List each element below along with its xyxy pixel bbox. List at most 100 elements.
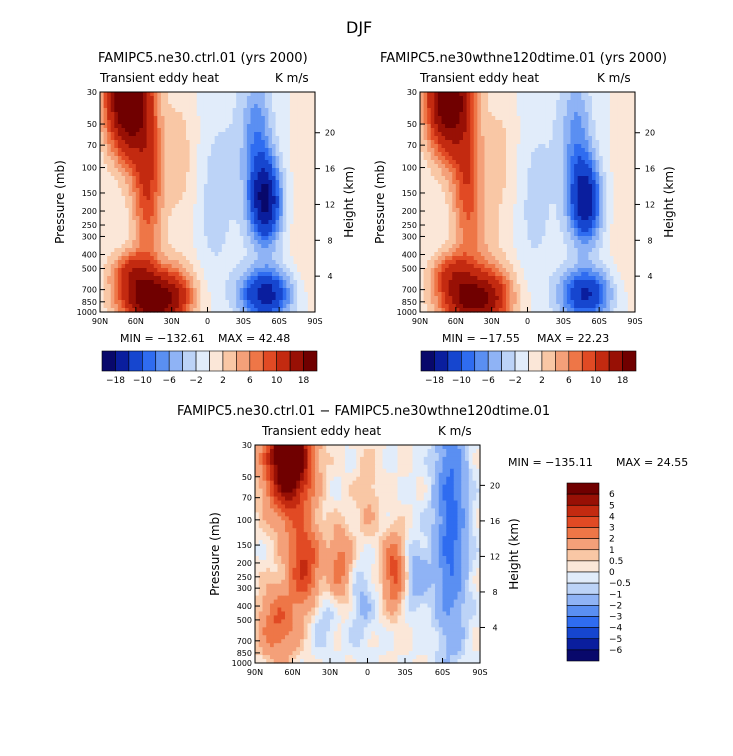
panel1-contour-cell bbox=[211, 92, 216, 97]
panel2-contour-cell bbox=[577, 192, 582, 197]
panel2-contour-cell bbox=[541, 152, 547, 157]
panel1-contour-cell bbox=[175, 156, 180, 161]
panel2-contour-cell bbox=[430, 152, 435, 157]
panel2-contour-cell bbox=[484, 168, 489, 173]
panel2-contour-cell bbox=[452, 116, 457, 121]
panel2-contour-cell bbox=[570, 112, 575, 117]
panel1-contour-cell bbox=[282, 148, 287, 153]
panel1-contour-cell bbox=[279, 100, 284, 105]
panel1-contour-cell bbox=[186, 276, 191, 281]
panel1-contour-cell bbox=[121, 264, 126, 269]
panel1-contour-cell bbox=[239, 276, 244, 281]
panel1-contour-cell bbox=[168, 128, 173, 133]
panel1-contour-cell bbox=[168, 212, 173, 217]
panel1-contour-cell bbox=[268, 308, 273, 313]
panel2-contour-cell bbox=[602, 124, 607, 129]
panel1-contour-cell bbox=[207, 288, 212, 293]
panel1-contour-cell bbox=[311, 108, 316, 113]
panel2-contour-cell bbox=[445, 156, 450, 161]
panel2-contour-cell bbox=[434, 164, 439, 169]
panel1-contour-cell bbox=[211, 232, 216, 237]
panel2-contour-cell bbox=[606, 124, 611, 129]
panel1-contour-cell bbox=[103, 92, 108, 97]
panel1-contour-cell bbox=[239, 304, 244, 309]
panel2-contour-cell bbox=[545, 100, 550, 105]
panel2-contour-cell bbox=[595, 184, 600, 189]
panel1-contour-cell bbox=[193, 256, 198, 261]
panel1-contour-cell bbox=[304, 272, 309, 277]
panel1-contour-cell bbox=[103, 108, 108, 113]
panel2-contour-cell bbox=[434, 148, 439, 153]
panel1-contour-cell bbox=[200, 232, 205, 237]
panel2-contour-cell bbox=[423, 176, 428, 181]
panel2-contour-cell bbox=[484, 152, 489, 157]
panel2-contour-cell bbox=[434, 196, 439, 201]
panel1-contour-cell bbox=[254, 192, 259, 197]
panel1-contour-cell bbox=[239, 220, 244, 225]
panel2-contour-cell bbox=[488, 188, 493, 193]
panel1-contour-cell bbox=[236, 92, 241, 97]
panel2-contour-cell bbox=[463, 108, 468, 113]
panel1-contour-cell bbox=[221, 128, 227, 133]
panel1-contour-cell bbox=[121, 232, 126, 237]
panel1-contour-cell bbox=[311, 216, 316, 221]
panel1-contour-cell bbox=[257, 224, 262, 229]
panel1-contour-cell bbox=[279, 248, 284, 253]
panel2-contour-cell bbox=[502, 188, 507, 193]
panel1-contour-cell bbox=[103, 200, 108, 205]
panel2-contour-cell bbox=[588, 136, 593, 141]
panel2-contour-cell bbox=[488, 128, 493, 133]
panel1-contour-cell bbox=[203, 272, 209, 277]
panel1-contour-cell bbox=[200, 244, 205, 249]
panel1-contour-cell bbox=[243, 280, 248, 285]
panel1-contour-cell bbox=[207, 272, 212, 277]
panel1-contour-cell bbox=[153, 172, 158, 177]
panel1-contour-cell bbox=[132, 292, 137, 297]
panel1-contour-cell bbox=[207, 140, 212, 145]
panel1-contour-cell bbox=[114, 292, 119, 297]
panel2-contour-cell bbox=[534, 108, 539, 113]
panel1-contour-cell bbox=[221, 144, 227, 149]
panel2-contour-cell bbox=[624, 160, 629, 165]
panel1-contour-cell bbox=[261, 200, 266, 205]
panel1-contour-cell bbox=[304, 232, 309, 237]
panel1-contour-cell bbox=[261, 92, 266, 97]
panel2-contour-cell bbox=[592, 124, 597, 129]
panel1-contour-cell bbox=[132, 104, 137, 109]
panel1-contour-cell bbox=[214, 280, 219, 285]
panel1-contour-cell bbox=[268, 288, 273, 293]
panel1-contour-cell bbox=[125, 196, 130, 201]
panel1-contour-cell bbox=[153, 120, 158, 125]
panel1-contour-cell bbox=[211, 176, 216, 181]
panel1-contour-cell bbox=[225, 92, 230, 97]
panel1-contour-cell bbox=[236, 136, 241, 141]
panel1-contour-cell bbox=[254, 220, 259, 225]
panel1-contour-cell bbox=[186, 256, 191, 261]
panel2-contour-cell bbox=[470, 104, 475, 109]
panel2-contour-cell bbox=[423, 136, 428, 141]
panel1-contour-cell bbox=[275, 288, 280, 293]
panel1-contour-cell bbox=[107, 240, 112, 245]
panel1-contour-cell bbox=[196, 104, 201, 109]
panel1-contour-cell bbox=[110, 128, 115, 133]
panel1-contour-cell bbox=[189, 292, 194, 297]
panel2-contour-cell bbox=[473, 124, 478, 129]
panel2-contour-cell bbox=[513, 124, 518, 129]
panel1-contour-cell bbox=[264, 140, 270, 145]
panel1-contour-cell bbox=[196, 224, 201, 229]
panel2-contour-cell bbox=[602, 132, 607, 137]
panel1-contour-cell bbox=[239, 164, 244, 169]
panel2-contour-cell bbox=[566, 148, 572, 153]
panel2-contour-cell bbox=[502, 100, 507, 105]
panel1-contour-cell bbox=[221, 104, 227, 109]
panel2-contour-cell bbox=[581, 100, 586, 105]
panel1-contour-cell bbox=[121, 156, 126, 161]
panel1-contour-cell bbox=[272, 148, 277, 153]
panel2-contour-cell bbox=[513, 152, 518, 157]
panel1-contour-cell bbox=[289, 196, 295, 201]
panel1-contour-cell bbox=[239, 100, 244, 105]
panel2-contour-cell bbox=[602, 108, 607, 113]
panel2-contour-cell bbox=[452, 108, 457, 113]
panel1-contour-cell bbox=[107, 196, 112, 201]
panel1-contour-cell bbox=[168, 148, 173, 153]
